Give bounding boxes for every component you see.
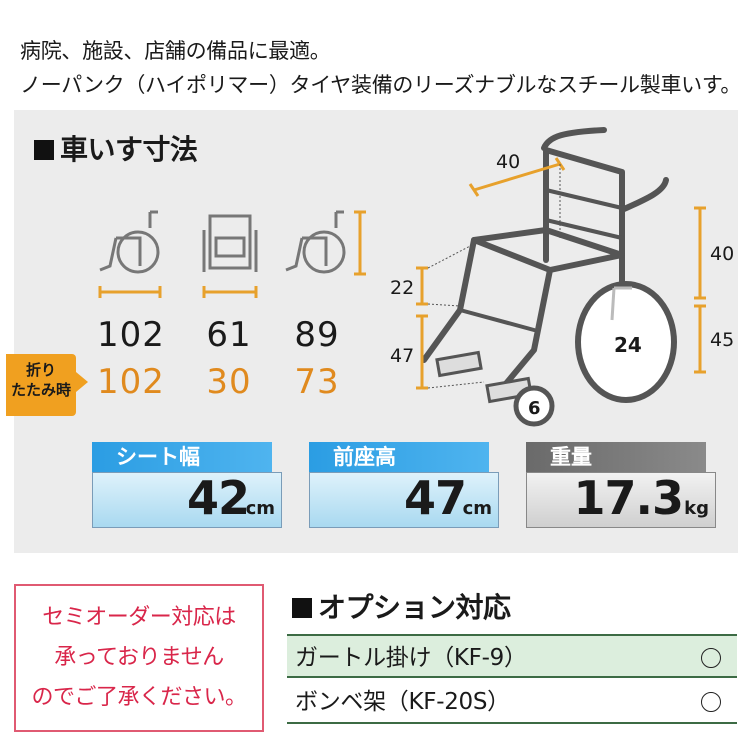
option-row-cylinder-holder: ボンベ架（KF-20S） — [287, 680, 737, 724]
dimension-title-text: 車いす寸法 — [60, 133, 198, 166]
weight-value: 17.3 — [573, 471, 684, 525]
folded-length-value: 102 — [97, 362, 165, 402]
front-seat-height-value-box: 47 cm — [309, 471, 499, 528]
seat-width-value: 42 — [186, 471, 250, 525]
seat-width-unit: cm — [245, 498, 275, 519]
folded-height-value: 73 — [294, 362, 340, 402]
semi-order-notice: セミオーダー対応は 承っておりません のでご了承ください。 — [14, 584, 264, 732]
normal-length-value: 102 — [97, 315, 165, 355]
front-seat-height-label: 47 — [390, 345, 414, 367]
square-bullet-icon — [34, 140, 54, 160]
available-circle-icon — [701, 692, 721, 712]
square-bullet-icon — [292, 598, 312, 618]
wheelchair-front-width-icon — [202, 214, 258, 298]
notice-line-1: セミオーダー対応は — [42, 605, 236, 630]
folded-tag-line-2: たたみ時 — [10, 381, 71, 399]
seat-width-card: シート幅 42 cm — [92, 442, 282, 528]
seat-depth-label: 40 — [496, 151, 520, 173]
notice-line-2: 承っておりません — [54, 645, 224, 670]
rear-wheel-size-label: 24 — [614, 333, 642, 357]
option-row-iv-pole: ガートル掛け（KF-9） — [287, 634, 737, 678]
dimension-panel: 車いす寸法 102 61 89 折り たたみ時 102 30 73 — [6, 110, 738, 553]
weight-unit: kg — [684, 498, 709, 519]
wheelchair-side-length-icon — [98, 210, 162, 298]
front-seat-height-value: 47 — [403, 471, 467, 525]
options-title: オプション対応 — [292, 586, 511, 626]
intro-line-1: 病院、施設、店舗の備品に最適。 — [20, 39, 331, 63]
weight-label: 重量 — [526, 442, 706, 472]
seat-width-label: シート幅 — [92, 442, 272, 472]
front-seat-height-card-label: 前座高 — [309, 442, 489, 472]
weight-card: 重量 17.3 kg — [526, 442, 716, 528]
wheelchair-side-height-icon — [285, 210, 366, 276]
normal-width-value: 61 — [206, 315, 252, 355]
available-circle-icon — [701, 648, 721, 668]
front-seat-height-unit: cm — [462, 498, 492, 519]
option-label: ボンベ架（KF-20S） — [295, 689, 510, 715]
front-seat-height-card: 前座高 47 cm — [309, 442, 499, 528]
folded-width-value: 30 — [206, 362, 252, 402]
folded-tag-line-1: 折り — [25, 361, 56, 379]
seat-width-value-box: 42 cm — [92, 471, 282, 528]
wheelchair-diagram: 24 6 40 40 45 22 47 — [390, 127, 734, 427]
options-title-text: オプション対応 — [318, 591, 511, 624]
weight-value-box: 17.3 kg — [526, 471, 716, 528]
intro-line-2: ノーパンク（ハイポリマー）タイヤ装備のリーズナブルなスチール製車いす。 — [20, 73, 742, 97]
normal-height-value: 89 — [294, 315, 340, 355]
notice-line-3: のでご了承ください。 — [31, 685, 247, 710]
front-wheel-size-label: 6 — [528, 398, 541, 419]
rear-seat-height-label: 45 — [710, 329, 734, 351]
intro-text: 病院、施設、店舗の備品に最適。 ノーパンク（ハイポリマー）タイヤ装備のリーズナブ… — [20, 34, 741, 102]
dimension-title: 車いす寸法 — [34, 128, 198, 168]
armrest-height-label: 22 — [390, 277, 414, 299]
folded-tag: 折り たたみ時 — [6, 354, 88, 416]
option-label: ガートル掛け（KF-9） — [295, 645, 527, 671]
backrest-height-label: 40 — [710, 243, 734, 265]
